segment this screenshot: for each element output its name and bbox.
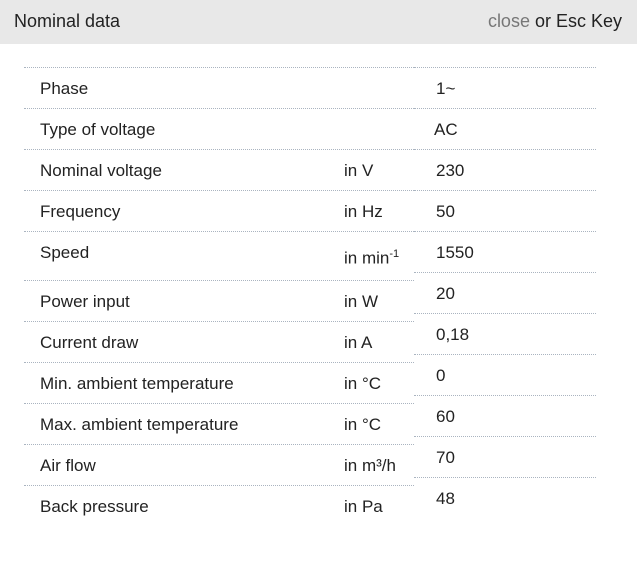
value-cell: 0 — [414, 355, 596, 396]
labels-column: Phase Type of voltage Nominal voltage in … — [24, 67, 414, 526]
table-row: Speed in min-1 — [24, 232, 414, 281]
close-hint: close or Esc Key — [488, 11, 622, 32]
row-unit: in min-1 — [344, 248, 399, 269]
row-label: Type of voltage — [40, 120, 156, 139]
table-row: Frequency in Hz — [24, 191, 414, 232]
row-value: 20 — [436, 284, 455, 303]
value-cell: 1550 — [414, 232, 596, 273]
table-row: Current draw in A — [24, 322, 414, 363]
row-value: 50 — [436, 202, 455, 221]
row-value: 48 — [436, 489, 455, 508]
table-row: Min. ambient temperature in °C — [24, 363, 414, 404]
value-cell: 20 — [414, 273, 596, 314]
value-cell: 230 — [414, 150, 596, 191]
row-label: Max. ambient temperature — [40, 415, 239, 434]
row-unit: in V — [344, 161, 374, 180]
row-unit: in °C — [344, 415, 382, 434]
row-unit: in Pa — [344, 497, 383, 516]
row-value: 60 — [436, 407, 455, 426]
value-cell: 1~ — [414, 68, 596, 109]
row-unit: in Hz — [344, 202, 383, 221]
table-row: Nominal voltage in V — [24, 150, 414, 191]
row-label: Phase — [40, 79, 89, 98]
dialog-header: Nominal data close or Esc Key — [0, 0, 637, 44]
table-row: Max. ambient temperature in °C — [24, 404, 414, 445]
row-label: Air flow — [40, 456, 96, 475]
row-label: Speed — [40, 243, 90, 262]
row-unit: in m³/h — [344, 456, 396, 475]
table-row: Power input in W — [24, 281, 414, 322]
values-column: 1~ AC 230 50 1550 20 0,18 0 60 70 48 — [414, 67, 596, 518]
value-cell: 60 — [414, 396, 596, 437]
value-cell: 70 — [414, 437, 596, 478]
row-value: 230 — [436, 161, 465, 180]
unit-base: in min — [344, 248, 390, 268]
row-unit: in °C — [344, 374, 382, 393]
row-value: 0,18 — [436, 325, 470, 344]
row-label: Power input — [40, 292, 130, 311]
row-label: Back pressure — [40, 497, 149, 516]
value-cell: 48 — [414, 478, 596, 518]
row-label: Current draw — [40, 333, 139, 352]
close-link[interactable]: close — [487, 11, 530, 31]
row-value: 1550 — [436, 243, 474, 262]
row-value: 1~ — [436, 79, 456, 98]
close-hint-text: or Esc Key — [529, 11, 622, 31]
value-cell: 0,18 — [414, 314, 596, 355]
row-value: 70 — [436, 448, 455, 467]
table-row: Type of voltage — [24, 109, 414, 150]
row-unit: in A — [344, 333, 373, 352]
unit-exponent: -1 — [389, 248, 400, 260]
row-unit: in W — [344, 292, 378, 311]
table-row: Back pressure in Pa — [24, 486, 414, 526]
row-label: Frequency — [40, 202, 121, 221]
table-row: Air flow in m³/h — [24, 445, 414, 486]
row-label: Nominal voltage — [40, 161, 162, 180]
value-cell: 50 — [414, 191, 596, 232]
dialog-title: Nominal data — [14, 11, 121, 31]
row-value: 0 — [436, 366, 446, 385]
row-value: AC — [434, 120, 458, 139]
value-cell: AC — [414, 109, 596, 150]
table-row: Phase — [24, 68, 414, 109]
row-label: Min. ambient temperature — [40, 374, 234, 393]
